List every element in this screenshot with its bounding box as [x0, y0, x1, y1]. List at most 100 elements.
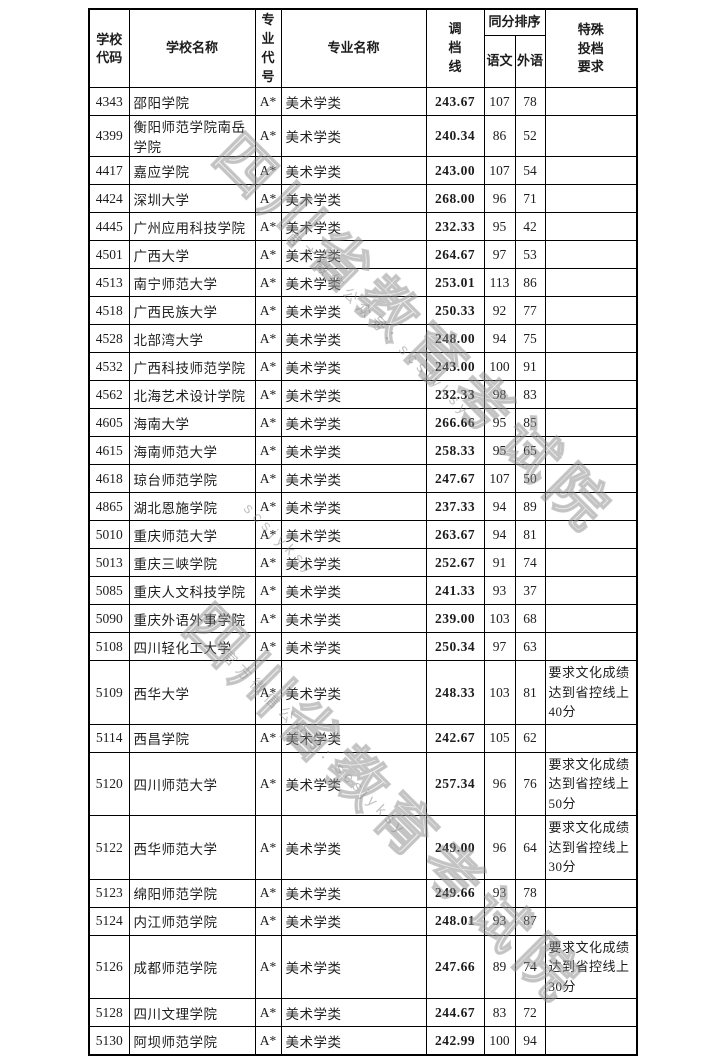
table-row: 4562 北海艺术设计学院 A* 美术学类 232.33 98 83	[88, 380, 638, 410]
table-row: 4424 深圳大学 A* 美术学类 268.00 96 71	[88, 184, 638, 214]
cell-foreign-rank: 37	[514, 576, 546, 606]
cell-major-code: A*	[254, 408, 282, 438]
cell-chinese-rank: 93	[483, 906, 516, 936]
cell-score-line: 248.01	[425, 906, 485, 936]
cell-school-code: 5109	[88, 660, 130, 725]
cell-special-req	[544, 604, 638, 634]
cell-score-line: 244.67	[425, 998, 485, 1028]
cell-chinese-rank: 96	[483, 184, 516, 214]
cell-foreign-rank: 89	[514, 492, 546, 522]
table-row: 5126 成都师范学院 A* 美术学类 247.66 89 74 要求文化成绩达到省控线上30…	[88, 934, 638, 1000]
cell-major-name: 美术学类	[280, 464, 427, 494]
cell-major-name: 美术学类	[280, 576, 427, 606]
cell-score-line: 248.00	[425, 324, 485, 354]
cell-special-req	[544, 878, 638, 908]
cell-special-req: 要求文化成绩达到省控线上30分	[544, 934, 638, 1000]
table-row: 4513 南宁师范大学 A* 美术学类 253.01 113 86	[88, 268, 638, 298]
cell-school-code: 5108	[88, 632, 130, 662]
cell-foreign-rank: 50	[514, 464, 546, 494]
cell-major-name: 美术学类	[280, 723, 427, 753]
cell-special-req	[544, 520, 638, 550]
header-major-name: 专业名称	[280, 8, 427, 89]
cell-chinese-rank: 107	[483, 87, 516, 117]
cell-major-code: A*	[254, 436, 282, 466]
table-row: 4445 广州应用科技学院 A* 美术学类 232.33 95 42	[88, 212, 638, 242]
cell-special-req: 要求文化成绩达到省控线上50分	[544, 751, 638, 817]
cell-score-line: 237.33	[425, 492, 485, 522]
cell-major-name: 美术学类	[280, 324, 427, 354]
cell-major-code: A*	[254, 632, 282, 662]
table-body: 4343 邵阳学院 A* 美术学类 243.67 107 78 4399 衡阳师范学院南岳学院 A…	[88, 87, 638, 1056]
cell-school-code: 4618	[88, 464, 130, 494]
cell-major-code: A*	[254, 723, 282, 753]
table-row: 4417 嘉应学院 A* 美术学类 243.00 107 54	[88, 156, 638, 186]
cell-major-name: 美术学类	[280, 878, 427, 908]
cell-score-line: 232.33	[425, 212, 485, 242]
cell-school-code: 5130	[88, 1026, 130, 1056]
cell-major-code: A*	[254, 380, 282, 410]
cell-school-code: 5124	[88, 906, 130, 936]
cell-foreign-rank: 65	[514, 436, 546, 466]
cell-foreign-rank: 42	[514, 212, 546, 242]
cell-school-name: 南宁师范大学	[128, 268, 256, 298]
cell-special-req	[544, 464, 638, 494]
cell-special-req	[544, 548, 638, 578]
header-score-line: 调档线	[425, 8, 485, 89]
cell-major-code: A*	[254, 212, 282, 242]
cell-school-name: 四川文理学院	[128, 998, 256, 1028]
cell-school-code: 4615	[88, 436, 130, 466]
cell-major-code: A*	[254, 268, 282, 298]
cell-major-name: 美术学类	[280, 296, 427, 326]
cell-school-code: 4513	[88, 268, 130, 298]
table-row: 5120 四川师范大学 A* 美术学类 257.34 96 76 要求文化成绩达到省控线上50…	[88, 751, 638, 817]
score-table-container: 学校代码 学校名称 专业代号 专业名称 调档线 同分排序 特殊投档要求 语文 外…	[88, 8, 638, 1056]
cell-score-line: 253.01	[425, 268, 485, 298]
cell-school-code: 4417	[88, 156, 130, 186]
table-row: 5013 重庆三峡学院 A* 美术学类 252.67 91 74	[88, 548, 638, 578]
cell-chinese-rank: 103	[483, 604, 516, 634]
cell-chinese-rank: 105	[483, 723, 516, 753]
cell-school-code: 5090	[88, 604, 130, 634]
cell-major-name: 美术学类	[280, 156, 427, 186]
cell-chinese-rank: 96	[483, 815, 516, 880]
cell-foreign-rank: 54	[514, 156, 546, 186]
cell-major-name: 美术学类	[280, 815, 427, 880]
cell-score-line: 239.00	[425, 604, 485, 634]
cell-score-line: 240.34	[425, 115, 485, 158]
cell-score-line: 263.67	[425, 520, 485, 550]
cell-chinese-rank: 92	[483, 296, 516, 326]
table-row: 5090 重庆外语外事学院 A* 美术学类 239.00 103 68	[88, 604, 638, 634]
cell-special-req	[544, 576, 638, 606]
cell-foreign-rank: 81	[514, 520, 546, 550]
cell-special-req	[544, 156, 638, 186]
cell-school-name: 海南大学	[128, 408, 256, 438]
cell-major-name: 美术学类	[280, 87, 427, 117]
cell-major-name: 美术学类	[280, 184, 427, 214]
cell-special-req	[544, 115, 638, 158]
cell-major-name: 美术学类	[280, 998, 427, 1028]
cell-score-line: 243.00	[425, 352, 485, 382]
cell-major-name: 美术学类	[280, 352, 427, 382]
cell-foreign-rank: 74	[514, 548, 546, 578]
cell-foreign-rank: 53	[514, 240, 546, 270]
cell-foreign-rank: 87	[514, 906, 546, 936]
cell-score-line: 243.00	[425, 156, 485, 186]
cell-special-req	[544, 324, 638, 354]
cell-foreign-rank: 52	[514, 115, 546, 158]
cell-major-code: A*	[254, 87, 282, 117]
cell-school-name: 内江师范学院	[128, 906, 256, 936]
cell-score-line: 232.33	[425, 380, 485, 410]
cell-chinese-rank: 95	[483, 436, 516, 466]
table-row: 4865 湖北恩施学院 A* 美术学类 237.33 94 89	[88, 492, 638, 522]
header-school-code: 学校代码	[88, 8, 130, 89]
cell-special-req	[544, 296, 638, 326]
cell-foreign-rank: 91	[514, 352, 546, 382]
cell-school-name: 四川师范大学	[128, 751, 256, 817]
header-foreign: 外语	[514, 34, 546, 89]
cell-major-name: 美术学类	[280, 380, 427, 410]
cell-major-code: A*	[254, 324, 282, 354]
cell-school-code: 4518	[88, 296, 130, 326]
header-tiebreak: 同分排序	[483, 8, 546, 36]
cell-score-line: 241.33	[425, 576, 485, 606]
cell-major-code: A*	[254, 520, 282, 550]
